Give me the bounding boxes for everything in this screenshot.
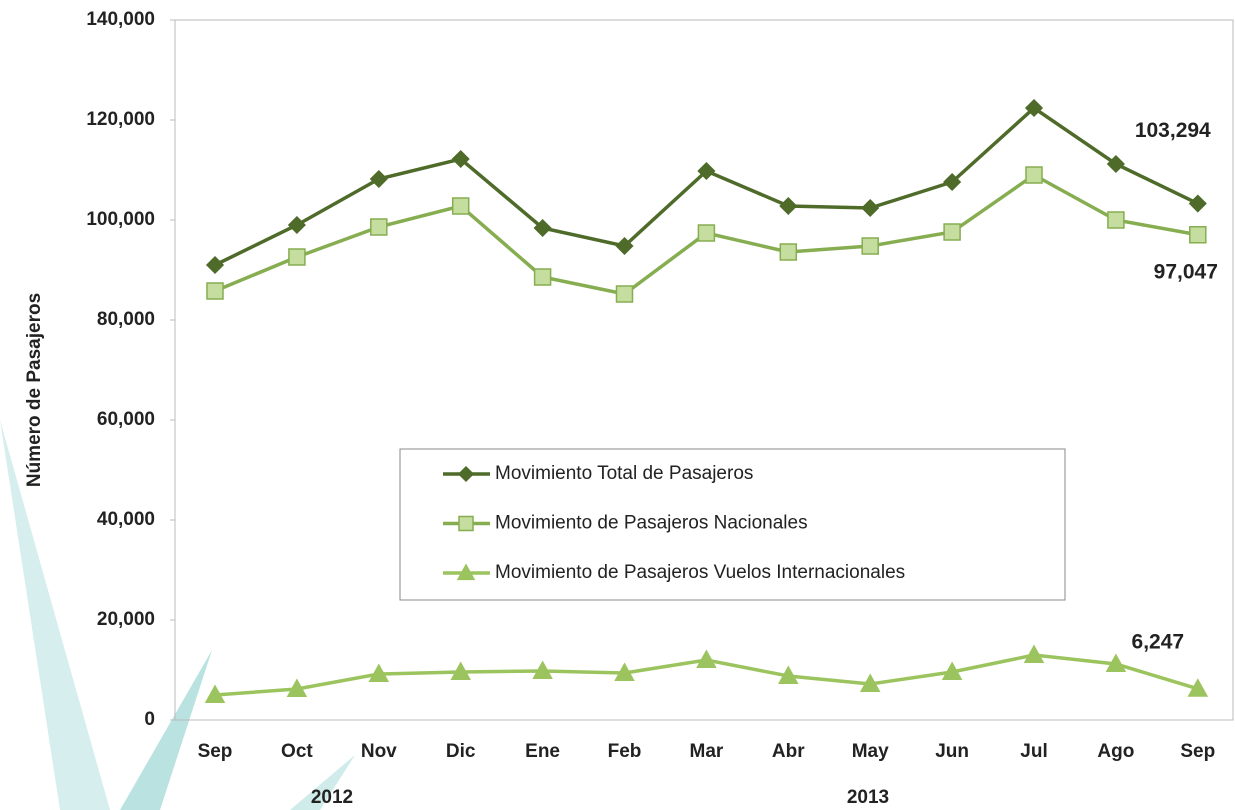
x-tick-label: Ene xyxy=(525,741,560,762)
x-tick-label: Ago xyxy=(1097,741,1134,762)
marker xyxy=(859,673,881,692)
decoration xyxy=(120,650,212,810)
marker xyxy=(206,282,224,300)
plot-frame xyxy=(174,19,1234,721)
marker xyxy=(450,661,471,680)
marker xyxy=(779,196,798,216)
x-tick-label: Sep xyxy=(198,741,233,762)
marker xyxy=(1189,226,1207,244)
legend-marker xyxy=(458,515,474,532)
marker xyxy=(286,678,308,697)
marker xyxy=(861,237,879,255)
y-tick-label: 120,000 xyxy=(86,109,155,130)
legend xyxy=(399,448,1066,601)
marker xyxy=(943,172,962,192)
legend-marker xyxy=(456,563,476,581)
x-tick-label: Abr xyxy=(772,741,805,762)
y-tick-label: 20,000 xyxy=(97,609,155,630)
marker xyxy=(615,285,634,303)
marker xyxy=(451,197,470,215)
marker xyxy=(533,218,552,238)
data-label: 6,247 xyxy=(1132,630,1185,653)
marker xyxy=(1105,653,1127,672)
legend-marker xyxy=(457,465,475,483)
x-tick-label: Jun xyxy=(935,741,969,762)
marker xyxy=(861,198,880,218)
x-tick-label: Mar xyxy=(690,741,724,762)
y-tick-label: 80,000 xyxy=(97,309,155,330)
decoration xyxy=(290,755,355,810)
marker xyxy=(533,268,552,286)
marker xyxy=(696,649,717,668)
y-tick-label: 140,000 xyxy=(86,9,155,30)
marker xyxy=(941,661,963,680)
y-axis-label: Número de Pasajeros xyxy=(24,293,45,487)
marker xyxy=(615,236,634,256)
marker xyxy=(287,215,306,235)
x-tick-label: Nov xyxy=(361,741,397,762)
marker xyxy=(1107,211,1125,229)
marker xyxy=(697,224,716,242)
x-tick-label: May xyxy=(852,741,889,762)
marker xyxy=(451,149,470,169)
data-label: 97,047 xyxy=(1154,260,1218,283)
y-tick-label: 40,000 xyxy=(97,509,155,530)
marker xyxy=(1187,678,1209,697)
data-label: 103,294 xyxy=(1135,119,1211,142)
marker xyxy=(1024,98,1044,118)
marker xyxy=(778,665,799,684)
marker xyxy=(614,662,635,681)
marker xyxy=(368,663,390,682)
marker xyxy=(943,223,961,241)
marker xyxy=(1188,194,1207,213)
x-tick-label: Feb xyxy=(608,741,642,762)
x-group-label: 2013 xyxy=(847,787,889,808)
marker xyxy=(205,255,225,275)
x-tick-label: Sep xyxy=(1180,741,1215,762)
x-group-label: 2012 xyxy=(311,787,353,808)
marker xyxy=(1023,644,1045,663)
marker xyxy=(370,218,388,236)
decoration xyxy=(0,420,110,810)
marker xyxy=(1106,154,1125,174)
x-tick-label: Dic xyxy=(446,741,476,762)
legend-label: Movimiento Total de Pasajeros xyxy=(495,463,753,484)
y-tick-label: 0 xyxy=(144,709,155,730)
marker xyxy=(697,161,716,181)
legend-label: Movimiento de Pasajeros Nacionales xyxy=(495,513,808,534)
marker xyxy=(288,248,306,266)
x-tick-label: Jul xyxy=(1020,741,1047,762)
x-tick-label: Oct xyxy=(281,741,313,762)
marker xyxy=(204,684,226,703)
y-tick-label: 60,000 xyxy=(97,409,155,430)
y-tick-label: 100,000 xyxy=(86,209,155,230)
marker xyxy=(779,243,798,261)
marker xyxy=(1025,166,1043,184)
legend-label: Movimiento de Pasajeros Vuelos Internaci… xyxy=(495,562,905,583)
marker xyxy=(369,169,388,189)
marker xyxy=(532,660,553,679)
